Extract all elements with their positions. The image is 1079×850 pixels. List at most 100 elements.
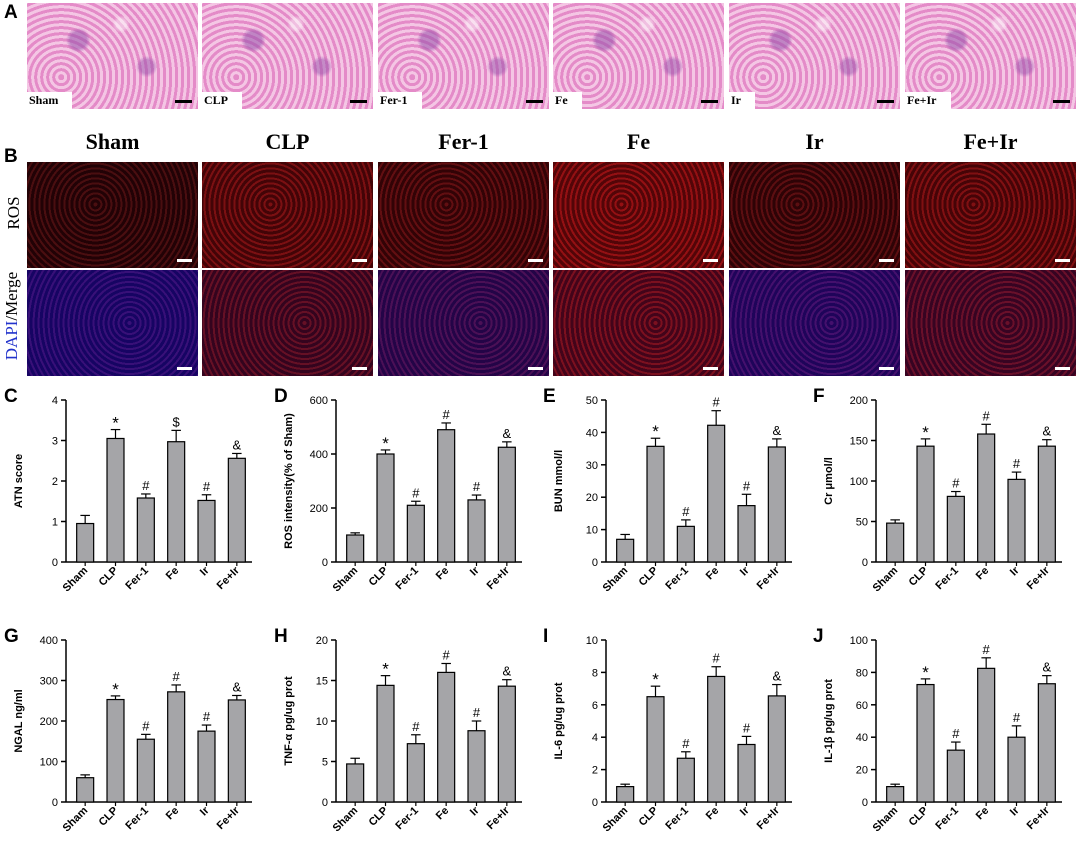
x-tick-label: Ir (198, 564, 212, 578)
y-tick-label: 100 (850, 635, 868, 647)
chart-g: 0 100 200 300 400 NGAL ng/ml Sham * CLP # Fer-1 # Fe… (13, 635, 252, 834)
bar (977, 667, 996, 803)
significance-mark: # (983, 642, 991, 657)
he-image-label: Fe+Ir (905, 92, 951, 109)
y-tick-label: 15 (316, 676, 328, 688)
bar (406, 743, 425, 803)
y-tick-label: 50 (586, 395, 598, 407)
scale-bar (879, 259, 894, 262)
y-tick-label: 2 (592, 765, 598, 777)
he-image-ir: Ir (729, 3, 900, 109)
y-tick-label: 60 (856, 700, 868, 712)
ros-image (553, 162, 724, 268)
bar (136, 497, 155, 563)
significance-mark: # (952, 476, 960, 491)
scale-bar (1055, 367, 1070, 370)
y-axis-label: IL-6 pg/ug prot (553, 682, 565, 759)
x-tick-label: Fe+Ir (215, 564, 243, 592)
merge-image (378, 270, 549, 376)
x-tick-label: Fe+Ir (485, 564, 513, 592)
significance-mark: # (412, 719, 420, 734)
bar (977, 433, 996, 563)
he-image-label: Fe (553, 92, 582, 109)
panel-label-f: F (813, 386, 825, 407)
chart-c: 0 1 2 3 4 ATN score Sham * CLP # Fer-1 $ Fe # Ir & Fe+Ir (13, 395, 252, 594)
row-label-ros: ROS (4, 196, 23, 230)
ros-image (729, 162, 900, 268)
x-tick-label: CLP (97, 805, 121, 829)
bar (437, 429, 456, 563)
y-tick-label: 200 (310, 503, 328, 515)
scale-bar (1055, 259, 1070, 262)
scale-bar (177, 259, 192, 262)
panel-label-c: C (4, 386, 18, 407)
significance-mark: * (652, 670, 659, 689)
significance-mark: & (772, 669, 781, 684)
he-image-label: Fer-1 (378, 92, 422, 109)
scale-bar (526, 100, 543, 103)
scale-bar (175, 100, 192, 103)
y-tick-label: 600 (310, 395, 328, 407)
y-tick-label: 20 (316, 635, 328, 647)
bar (616, 786, 635, 803)
significance-mark: & (232, 679, 241, 694)
x-tick-label: Ir (468, 804, 482, 818)
significance-mark: # (743, 478, 751, 493)
x-tick-label: Fe (974, 805, 992, 823)
bar (167, 441, 186, 563)
y-tick-label: 40 (856, 732, 868, 744)
y-tick-label: 0 (862, 797, 868, 809)
y-axis-label: IL-1β pg/ug prot (823, 679, 835, 763)
y-tick-label: 2 (52, 476, 58, 488)
panel-label-g: G (4, 626, 19, 647)
y-tick-label: 150 (850, 436, 868, 448)
bar (227, 699, 246, 803)
y-tick-label: 3 (52, 436, 58, 448)
y-tick-label: 200 (40, 716, 58, 728)
x-tick-label: Ir (198, 804, 212, 818)
significance-mark: * (922, 663, 929, 682)
scale-bar (1053, 100, 1070, 103)
bar (197, 499, 216, 563)
bar (106, 698, 125, 803)
y-tick-label: 100 (850, 476, 868, 488)
significance-mark: * (922, 423, 929, 442)
x-tick-label: CLP (907, 805, 931, 829)
y-tick-label: 5 (322, 757, 328, 769)
x-tick-label: Sham (601, 564, 631, 594)
scale-bar (528, 259, 543, 262)
bar (467, 499, 486, 563)
bar (76, 777, 95, 803)
y-tick-label: 40 (586, 427, 598, 439)
significance-mark: # (473, 479, 481, 494)
scale-bar (703, 259, 718, 262)
y-axis-label: Cr μmol/l (823, 457, 835, 505)
x-tick-label: Ir (738, 804, 752, 818)
x-tick-label: Fe+Ir (1025, 804, 1053, 832)
significance-mark: # (203, 709, 211, 724)
y-tick-label: 0 (592, 797, 598, 809)
bar (676, 525, 695, 563)
significance-mark: # (682, 736, 690, 751)
y-axis-label: NGAL ng/ml (13, 689, 25, 752)
panel-label-b: B (4, 146, 18, 167)
x-tick-label: Fe (164, 805, 182, 823)
significance-mark: # (743, 720, 751, 735)
x-tick-label: Fer-1 (393, 565, 421, 593)
x-tick-label: CLP (637, 565, 661, 589)
x-tick-label: Fer-1 (663, 565, 691, 593)
significance-mark: * (382, 660, 389, 679)
ros-image (905, 162, 1076, 268)
he-image-fe: Fe (553, 3, 724, 109)
x-tick-label: Fe+Ir (755, 804, 783, 832)
scale-bar (352, 259, 367, 262)
x-tick-label: Sham (871, 804, 901, 834)
significance-mark: # (142, 718, 150, 733)
significance-mark: # (682, 504, 690, 519)
he-image-fe-ir: Fe+Ir (905, 3, 1076, 109)
bar (737, 505, 756, 563)
significance-mark: # (1013, 710, 1021, 725)
significance-mark: # (952, 726, 960, 741)
he-image-label: CLP (202, 92, 242, 109)
merge-image (553, 270, 724, 376)
